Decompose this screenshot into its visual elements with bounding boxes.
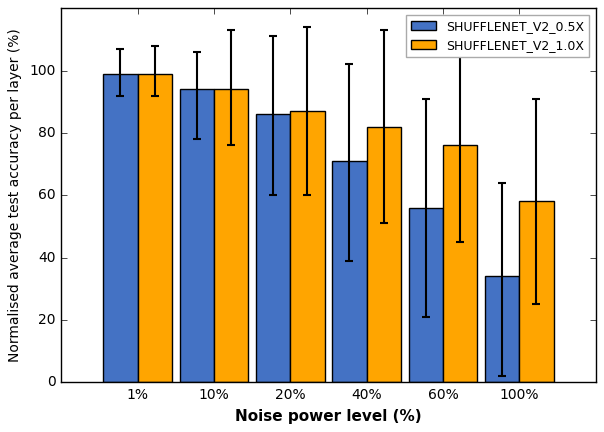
Bar — [103, 74, 138, 382]
Bar — [519, 201, 554, 382]
Bar — [179, 89, 214, 382]
Bar — [214, 89, 248, 382]
Bar — [443, 146, 477, 382]
Bar — [332, 161, 367, 382]
Bar — [409, 208, 443, 382]
Legend: SHUFFLENET_V2_0.5X, SHUFFLENET_V2_1.0X: SHUFFLENET_V2_0.5X, SHUFFLENET_V2_1.0X — [406, 15, 590, 57]
Bar — [485, 276, 519, 382]
X-axis label: Noise power level (%): Noise power level (%) — [235, 409, 422, 424]
Bar — [256, 114, 291, 382]
Bar — [291, 111, 324, 382]
Y-axis label: Normalised average test accuracy per layer (%): Normalised average test accuracy per lay… — [8, 29, 22, 362]
Bar — [138, 74, 172, 382]
Bar — [367, 127, 401, 382]
